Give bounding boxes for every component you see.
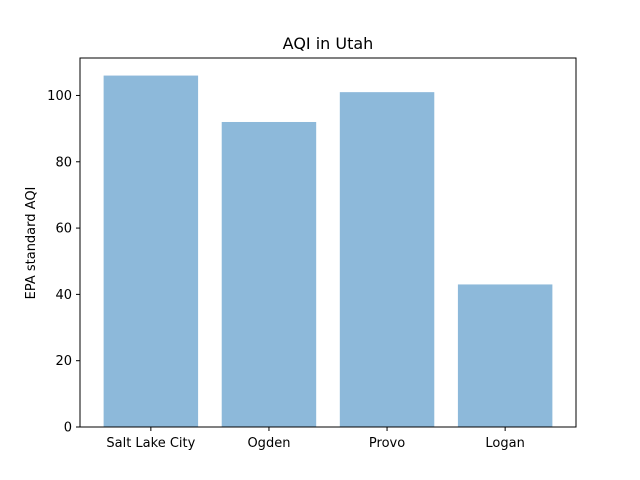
- chart-title: AQI in Utah: [283, 34, 374, 53]
- y-tick-label: 40: [55, 288, 72, 303]
- y-tick-label: 60: [55, 222, 72, 237]
- x-tick-label: Logan: [485, 436, 524, 451]
- bars-layer: [103, 75, 553, 428]
- y-tick-label: 20: [55, 354, 72, 369]
- y-tick-label: 80: [55, 155, 72, 170]
- y-tick-label: 100: [47, 89, 72, 104]
- bar-salt-lake-city: [103, 75, 199, 428]
- y-axis-ticks: 0 20 40 60 80 100: [47, 89, 80, 436]
- bar-provo: [339, 92, 435, 427]
- plot-frame: [79, 57, 577, 428]
- x-tick-label: Ogden: [247, 436, 290, 451]
- x-tick-label: Salt Lake City: [106, 436, 195, 451]
- y-tick-label: 0: [64, 421, 72, 436]
- bar-ogden: [221, 121, 317, 428]
- x-axis-ticks: Salt Lake City Ogden Provo Logan: [106, 427, 525, 451]
- bar-logan: [457, 284, 553, 427]
- x-tick-label: Provo: [369, 436, 405, 451]
- y-axis-label: EPA standard AQI: [24, 187, 39, 300]
